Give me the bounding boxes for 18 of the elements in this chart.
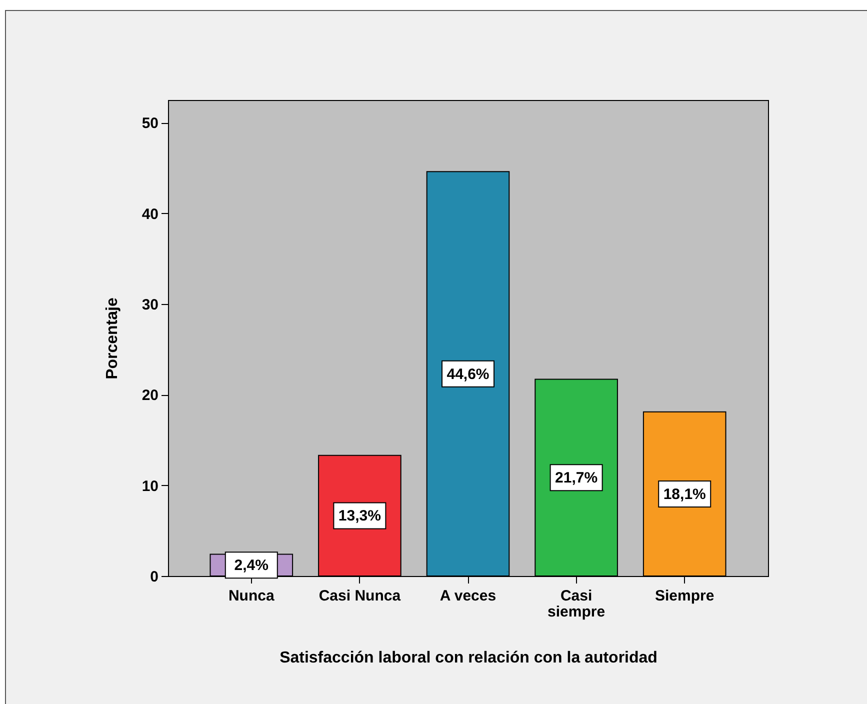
x-tick-label: Casi Nunca [318,588,402,604]
data-label: 13,3% [338,508,381,525]
y-tick-label: 0 [150,568,158,586]
x-tick-label: Casi siempre [548,588,606,620]
data-label: 2,4% [234,557,268,574]
data-label: 44,6% [446,366,490,383]
data-label: 21,7% [555,470,598,487]
x-tick-label: Nunca [228,588,275,604]
x-tick-label: A veces [440,588,496,604]
y-axis-title: Porcentaje [104,297,121,380]
y-tick-label: 30 [142,296,158,314]
y-tick-label: 10 [142,478,158,495]
data-label: 18,1% [663,486,706,503]
y-tick-label: 50 [142,115,158,132]
x-axis-title: Satisfacción laboral con relación con la autoridad [280,650,658,666]
x-tick-label: Siempre [655,588,714,604]
y-tick-label: 20 [142,387,158,404]
y-tick-label: 40 [142,206,158,223]
